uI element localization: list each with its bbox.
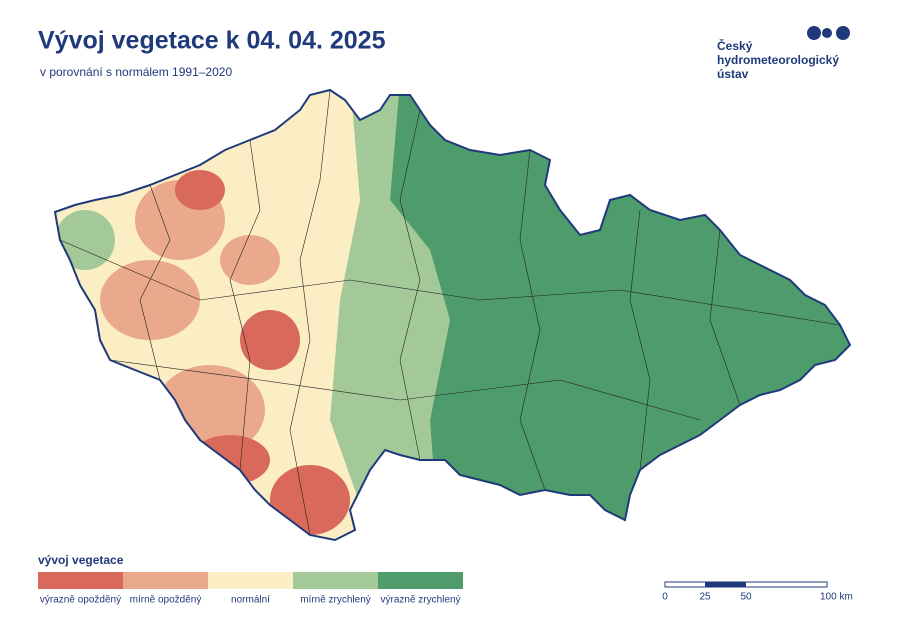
legend-label: mírně opožděný bbox=[130, 595, 202, 606]
map-fill bbox=[55, 90, 850, 540]
scale-bar: 0 25 50 100 km bbox=[662, 581, 853, 603]
zone bbox=[270, 465, 350, 535]
legend-swatch bbox=[293, 572, 378, 589]
zone bbox=[100, 260, 200, 340]
scale-label: 0 bbox=[662, 592, 668, 603]
logo-text: Český bbox=[717, 38, 753, 53]
legend-label: normální bbox=[231, 595, 270, 606]
logo-dot bbox=[807, 26, 821, 40]
legend-swatch bbox=[378, 572, 463, 589]
legend-title: vývoj vegetace bbox=[38, 553, 124, 567]
legend-label: mírně zrychlený bbox=[300, 595, 371, 606]
zone bbox=[240, 310, 300, 370]
zone bbox=[390, 90, 850, 540]
logo-dot bbox=[836, 26, 850, 40]
legend-swatch bbox=[123, 572, 208, 589]
scale-label: 50 bbox=[740, 592, 752, 603]
legend-swatch bbox=[208, 572, 293, 589]
scale-label: 25 bbox=[699, 592, 711, 603]
scale-label: 100 km bbox=[820, 592, 853, 603]
scale-segment bbox=[705, 582, 746, 587]
zone bbox=[175, 170, 225, 210]
subtitle: v porovnání s normálem 1991–2020 bbox=[40, 65, 232, 79]
zone bbox=[330, 90, 450, 540]
legend-swatch bbox=[38, 572, 123, 589]
logo-dot bbox=[822, 28, 832, 38]
districts bbox=[59, 90, 841, 536]
legend-label: výrazně opožděný bbox=[40, 595, 121, 606]
zone bbox=[55, 210, 115, 270]
legend-label: výrazně zrychlený bbox=[380, 595, 460, 606]
logo-text: ústav bbox=[717, 67, 749, 81]
title: Vývoj vegetace k 04. 04. 2025 bbox=[38, 27, 386, 55]
zone bbox=[220, 235, 280, 285]
legend: výrazně opožděný mírně opožděný normální mí… bbox=[38, 572, 463, 606]
logo-text: hydrometeorologický bbox=[717, 53, 839, 67]
logo: Český hydrometeorologický ústav bbox=[717, 26, 850, 81]
